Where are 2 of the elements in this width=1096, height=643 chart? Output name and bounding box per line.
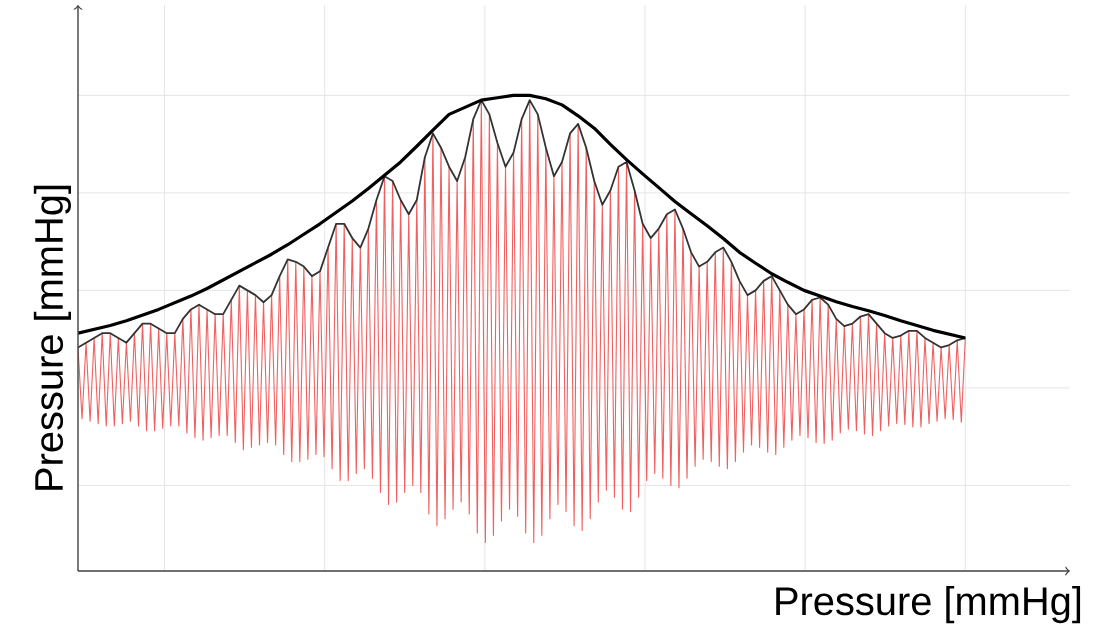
x-axis-title: Pressure [mmHg] bbox=[776, 586, 1081, 624]
y-axis-title: Pressure [mmHg] bbox=[33, 185, 71, 490]
